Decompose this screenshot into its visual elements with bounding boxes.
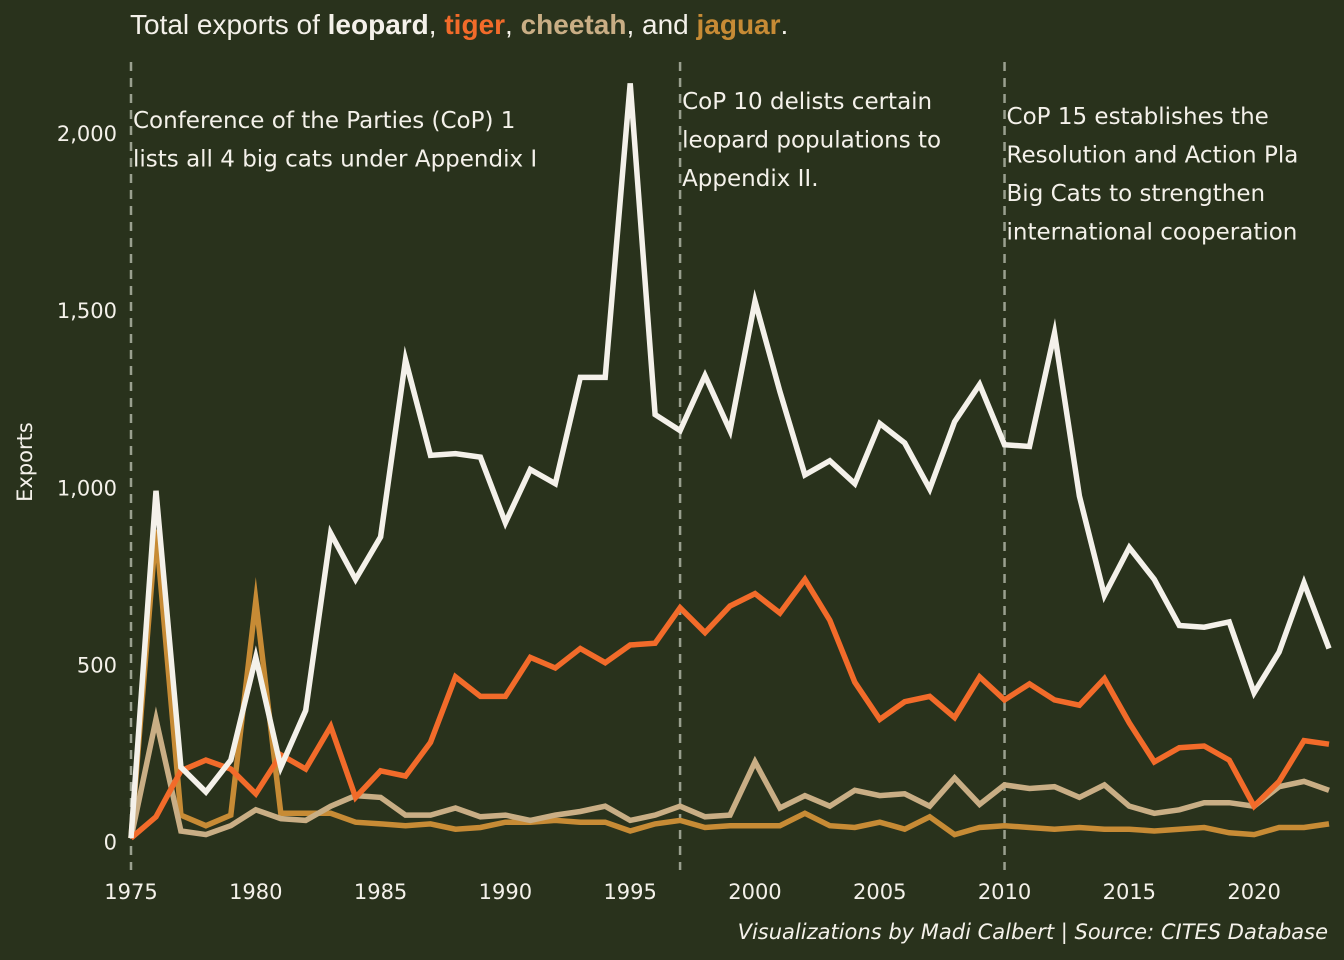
title-sep2: , bbox=[505, 9, 521, 40]
title-sep1: , bbox=[429, 9, 445, 40]
series-line-leopard bbox=[128, 83, 1332, 839]
x-tick-label: 2010 bbox=[978, 880, 1031, 904]
y-axis: 0 500 1,000 1,500 2,000 bbox=[57, 122, 117, 855]
title-cheetah: cheetah bbox=[521, 9, 627, 40]
svg-text:Total exports of leopard, tige: Total exports of leopard, tiger, cheetah… bbox=[130, 9, 788, 40]
event-labels: Conference of the Parties (CoP) 1 lists a… bbox=[133, 89, 1298, 246]
event-label-1997: CoP 10 delists certain leopard population… bbox=[682, 89, 941, 192]
series-line-tiger bbox=[129, 574, 1330, 841]
source-caption: Visualizations by Madi Calbert | Source:… bbox=[738, 920, 1328, 945]
series-line-jaguar bbox=[128, 529, 1330, 839]
y-tick-label: 1,500 bbox=[57, 299, 117, 323]
title-tiger: tiger bbox=[444, 9, 505, 40]
x-tick-label: 1995 bbox=[603, 880, 656, 904]
x-tick-label: 1990 bbox=[479, 880, 532, 904]
y-axis-title: Exports bbox=[13, 422, 37, 502]
y-tick-label: 2,000 bbox=[57, 122, 117, 146]
title-jaguar: jaguar bbox=[696, 9, 781, 40]
event-lines bbox=[129, 62, 1006, 870]
x-axis: 1975 1980 1985 1990 1995 2000 2005 2010 2015 2020 bbox=[104, 880, 1281, 904]
x-tick-label: 1985 bbox=[354, 880, 407, 904]
x-tick-label: 2005 bbox=[853, 880, 906, 904]
x-tick-label: 2020 bbox=[1227, 880, 1280, 904]
title-sep3: , and bbox=[626, 9, 696, 40]
x-tick-label: 2015 bbox=[1103, 880, 1156, 904]
x-tick-label: 1980 bbox=[229, 880, 282, 904]
y-tick-label: 0 bbox=[104, 831, 117, 855]
series-line-cheetah bbox=[128, 706, 1330, 839]
title-prefix: Total exports of bbox=[130, 9, 328, 40]
chart-title: Total exports of leopard, tiger, cheetah… bbox=[130, 9, 788, 40]
x-tick-label: 2000 bbox=[728, 880, 781, 904]
y-tick-label: 500 bbox=[77, 653, 117, 677]
event-label-2010: CoP 15 establishes the Resolution and Act… bbox=[1007, 104, 1299, 246]
y-tick-label: 1,000 bbox=[57, 476, 117, 500]
title-leopard: leopard bbox=[328, 9, 429, 40]
title-suffix: . bbox=[781, 9, 789, 40]
event-label-1975: Conference of the Parties (CoP) 1 lists a… bbox=[133, 108, 537, 173]
x-tick-label: 1975 bbox=[104, 880, 157, 904]
series-lines bbox=[128, 83, 1332, 841]
